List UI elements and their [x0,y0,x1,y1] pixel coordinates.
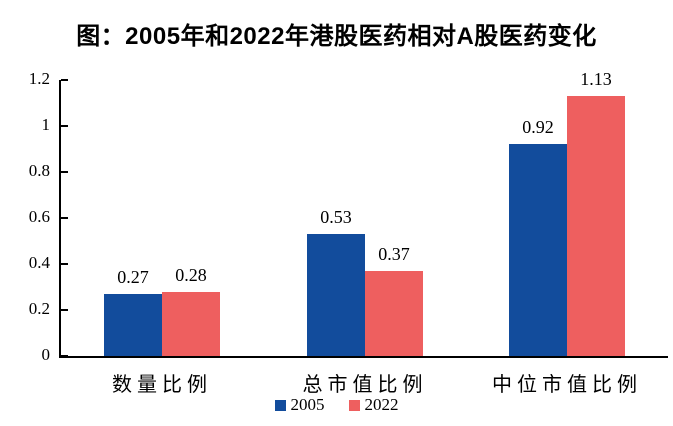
y-tick-label: 1.2 [28,69,50,88]
bar-value-label: 0.37 [378,244,410,264]
y-tick-mark [61,79,68,81]
y-tick-mark [61,355,68,357]
x-axis-line [59,356,668,358]
y-tick-label: 0.8 [28,161,50,180]
legend-swatch-icon [348,399,360,411]
y-tick-label: 0.4 [28,253,50,272]
bar-value-label: 0.53 [320,207,352,227]
category-label: 数量比例 [112,374,212,396]
bar-value-label: 0.28 [175,265,207,285]
chart-title: 图：2005年和2022年港股医药相对A股医药变化 [76,23,597,50]
category-label: 总市值比例 [302,374,428,396]
y-tick-mark [61,125,68,127]
y-axis-line [59,80,61,356]
bar-value-label: 0.92 [522,117,554,137]
legend-label: 2022 [364,395,399,414]
bar-value-label: 1.13 [580,69,612,89]
y-tick-label: 1 [41,115,51,134]
category-label: 中位市值比例 [492,374,642,396]
y-tick-mark [61,309,68,311]
chart-legend: 2005 2022 [0,395,673,415]
bar-2022-cat3 [567,96,625,356]
bar-2022-cat1 [162,292,220,356]
legend-swatch-icon [274,399,286,411]
y-tick-label: 0 [41,345,51,364]
y-tick-mark [61,263,68,265]
bar-2005-cat3 [509,144,567,356]
y-tick-mark [61,171,68,173]
legend-item-2005: 2005 [274,395,325,415]
bar-value-label: 0.27 [117,267,149,287]
bar-2005-cat1 [104,294,162,356]
legend-label: 2005 [290,395,325,414]
y-tick-label: 0.2 [28,299,50,318]
bar-2022-cat2 [365,271,423,356]
y-tick-label: 0.6 [28,207,50,226]
bar-2005-cat2 [307,234,365,356]
legend-item-2022: 2022 [348,395,399,415]
y-tick-mark [61,217,68,219]
